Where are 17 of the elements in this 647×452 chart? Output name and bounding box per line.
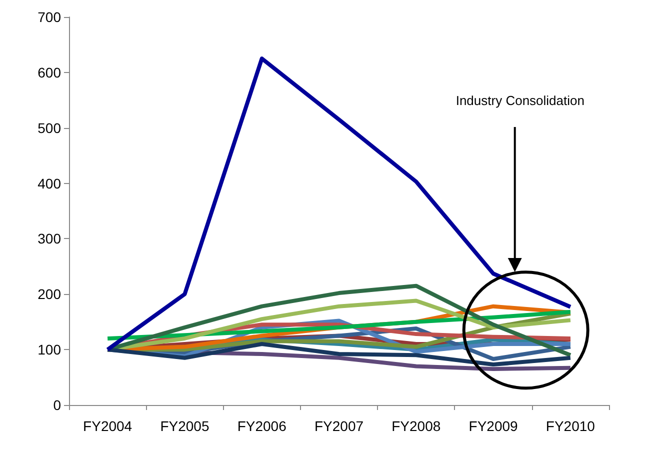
line-series <box>106 342 572 367</box>
x-tick-label: FY2004 <box>83 418 132 434</box>
y-tick-label: 600 <box>38 64 62 80</box>
y-tick-label: 0 <box>53 397 62 413</box>
y-tick-label: 400 <box>38 175 62 192</box>
x-tick-label: FY2005 <box>160 418 210 434</box>
y-tick-label: 200 <box>38 286 62 302</box>
x-tick-label: FY2006 <box>237 418 287 434</box>
y-tick-label: 500 <box>38 120 62 136</box>
annotation: Industry Consolidation <box>456 93 584 108</box>
y-tick-label: 100 <box>38 342 62 358</box>
y-tick-label: 700 <box>38 9 62 25</box>
x-tick-label: FY2008 <box>392 418 441 434</box>
x-tick-label: FY2007 <box>314 418 364 434</box>
y-tick-label: 300 <box>38 230 62 247</box>
x-tick-label: FY2010 <box>546 418 596 434</box>
x-tick-label: FY2009 <box>468 418 518 434</box>
